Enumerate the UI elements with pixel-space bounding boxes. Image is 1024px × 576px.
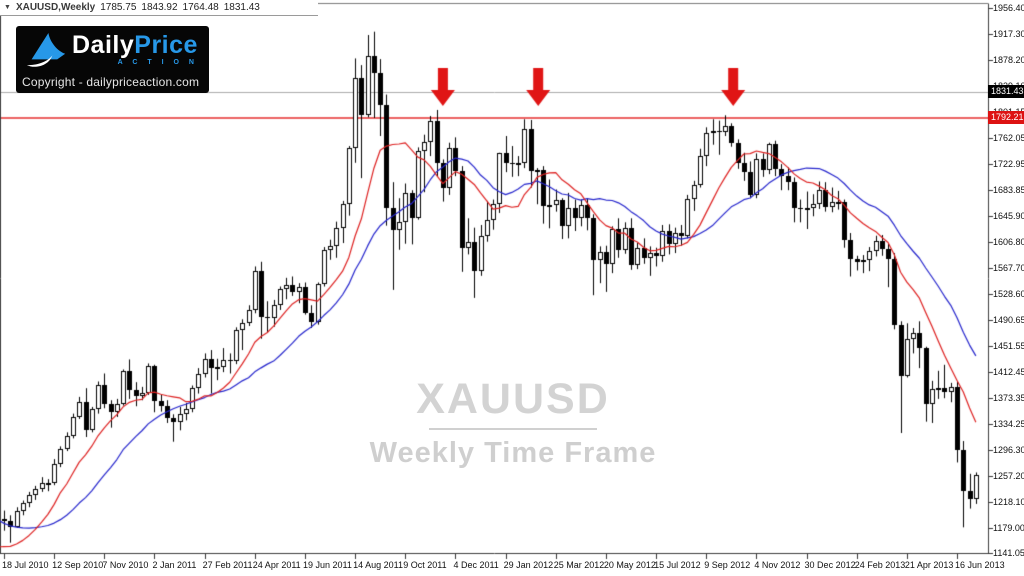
date-axis-label: 24 Apr 2011	[252, 560, 301, 570]
ohlc-open-value: 1785.75	[100, 2, 137, 13]
date-axis-label: 27 Feb 2011	[202, 560, 253, 570]
price-axis-label: 1567.70	[993, 263, 1024, 273]
price-axis-label: 1528.60	[993, 289, 1024, 300]
price-axis-label: 1878.20	[993, 55, 1024, 66]
price-axis-label: 1917.30	[993, 29, 1024, 40]
logo-brand-action: A C T I O N	[117, 58, 198, 66]
dailypriceaction-logo: DailyPrice A C T I O N Copyright - daily…	[16, 26, 209, 93]
price-axis-label: 1412.45	[993, 366, 1024, 377]
date-axis-label: 21 Apr 2013	[904, 560, 954, 570]
current-price-badge: 1831.43	[988, 85, 1024, 99]
price-axis-label: 1956.40	[993, 3, 1024, 13]
ohlc-high-value: 1843.92	[141, 2, 178, 13]
ohlc-low-value: 1764.48	[182, 2, 219, 13]
price-axis-label: 1141.05	[993, 548, 1024, 559]
date-axis-label: 9 Sep 2012	[704, 560, 751, 570]
price-axis-label: 1490.65	[993, 314, 1024, 325]
logo-brand: DailyPrice A C T I O N	[72, 30, 198, 66]
date-axis-label: 14 Aug 2011	[353, 560, 403, 570]
date-axis-label: 19 Jun 2011	[302, 560, 352, 570]
date-axis-label: 7 Nov 2010	[102, 560, 149, 570]
logo-copyright-text: Copyright - dailypriceaction.com	[22, 75, 200, 89]
date-axis-label: 9 Oct 2011	[403, 560, 447, 570]
date-axis-label: 24 Feb 2013	[854, 560, 906, 570]
logo-mountain-icon	[22, 29, 70, 69]
price-axis-label: 1722.95	[993, 159, 1024, 170]
date-axis-label: 20 May 2012	[603, 560, 656, 570]
date-axis-label: 15 Jul 2012	[654, 560, 701, 570]
price-axis-label: 1683.85	[993, 185, 1024, 196]
date-axis-label: 18 Jul 2010	[2, 560, 49, 570]
date-axis-label: 2 Jan 2011	[152, 560, 197, 570]
price-axis-label: 1257.20	[993, 470, 1024, 481]
price-axis-label: 1606.80	[993, 236, 1024, 247]
price-axis-label: 1645.90	[993, 210, 1024, 221]
price-axis-label: 1334.25	[993, 419, 1024, 430]
date-axis-label: 12 Sep 2010	[52, 560, 104, 570]
resistance-line-badge: 1792.21	[988, 111, 1024, 125]
logo-brand-price: Price	[134, 30, 198, 59]
date-axis-label: 16 Jun 2013	[955, 560, 1005, 570]
date-axis-label: 29 Jan 2012	[503, 560, 554, 570]
date-axis-label: 30 Dec 2012	[804, 560, 856, 570]
symbol-timeframe-label: XAUUSD,Weekly	[15, 2, 96, 13]
price-axis-label: 1451.55	[993, 340, 1024, 351]
price-axis-label: 1218.10	[993, 496, 1024, 507]
date-axis-label: 25 Mar 2012	[553, 560, 605, 570]
price-axis-label: 1373.35	[993, 393, 1024, 403]
ohlc-close-value: 1831.43	[223, 2, 260, 13]
price-axis-label: 1179.00	[993, 523, 1024, 533]
price-axis-label: 1762.05	[993, 133, 1024, 143]
price-axis-label: 1296.30	[993, 444, 1024, 455]
ohlc-info-bar: ▼ XAUUSD,Weekly 1785.75 1843.92 1764.48 …	[0, 0, 318, 16]
logo-brand-daily: Daily	[72, 30, 135, 59]
symbol-dropdown-icon[interactable]: ▼	[4, 4, 11, 11]
date-axis-label: 4 Nov 2012	[754, 560, 801, 570]
date-axis-label: 4 Dec 2011	[453, 560, 499, 570]
